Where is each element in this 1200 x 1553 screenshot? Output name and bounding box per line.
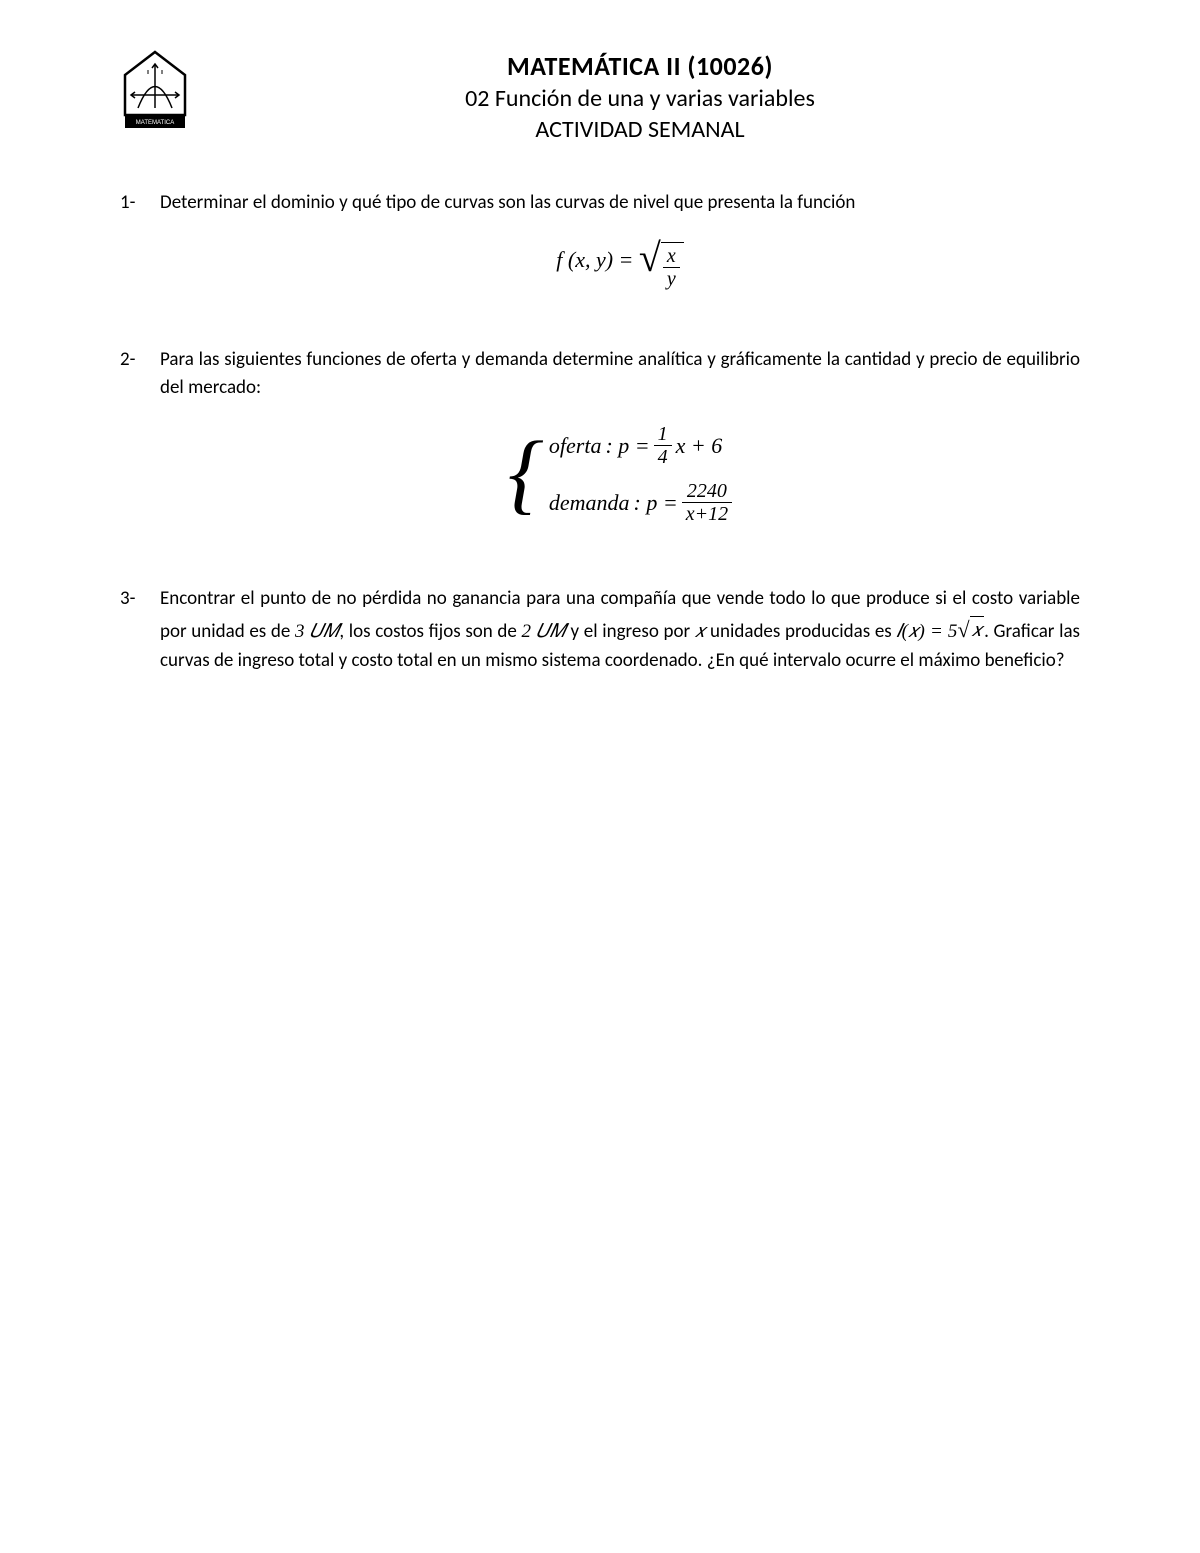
problem-3: 3- Encontrar el punto de no pérdida no g… [120, 585, 1080, 676]
formula-2: { oferta : p = 1 4 x + 6 demanda [160, 423, 1080, 525]
inline-sqrt: √𝑥 [957, 613, 984, 647]
problem-number: 3- [120, 585, 160, 676]
equation-system: { oferta : p = 1 4 x + 6 demanda [508, 423, 732, 525]
sqrt-sign-icon: √ [639, 240, 661, 276]
supply-equation: oferta : p = 1 4 x + 6 [549, 423, 732, 468]
document-header: MATEMATICA MATEMÁTICA II (10026) 02 Func… [120, 50, 1080, 144]
text-part: unidades producidas es [705, 620, 896, 643]
value-2: 2 𝑈𝑀 [522, 621, 566, 642]
sqrt-content: x y [661, 242, 684, 290]
income-function: 𝐼(𝑥) = 5√𝑥 [896, 621, 984, 642]
fraction-denominator: 4 [654, 445, 672, 468]
eq-rhs: x + 6 [676, 429, 723, 462]
fraction-numerator: 2240 [683, 480, 731, 502]
problem-body: Encontrar el punto de no pérdida no gana… [160, 585, 1080, 676]
fraction: 1 4 [654, 423, 672, 468]
fraction-numerator: x [663, 245, 680, 267]
system-lines: oferta : p = 1 4 x + 6 demanda : p = [549, 423, 732, 525]
sqrt-sign-icon: √ [957, 613, 969, 646]
eq-lhs: : p = [605, 429, 649, 462]
value-1: 3 𝑈𝑀 [295, 621, 339, 642]
fraction: 2240 x+12 [682, 480, 732, 525]
left-brace-icon: { [508, 438, 544, 510]
supply-label: oferta [549, 429, 602, 462]
problems-list: 1- Determinar el dominio y qué tipo de c… [120, 189, 1080, 675]
problem-number: 1- [120, 189, 160, 316]
sqrt-content: 𝑥 [970, 616, 985, 646]
fraction: x y [663, 245, 680, 290]
problem-2: 2- Para las siguientes funciones de ofer… [120, 346, 1080, 555]
problem-body: Para las siguientes funciones de oferta … [160, 346, 1080, 555]
sqrt-expression: √ x y [639, 238, 684, 286]
fraction-numerator: 1 [654, 423, 672, 445]
fraction-denominator: x+12 [682, 502, 732, 525]
problem-number: 2- [120, 346, 160, 555]
demand-equation: demanda : p = 2240 x+12 [549, 480, 732, 525]
fraction-denominator: y [663, 267, 680, 290]
variable-x: 𝑥 [695, 621, 706, 642]
formula-lhs: f (x, y) = [556, 247, 633, 272]
activity-label: ACTIVIDAD SEMANAL [200, 115, 1080, 144]
course-title: MATEMÁTICA II (10026) [200, 50, 1080, 82]
problem-body: Determinar el dominio y qué tipo de curv… [160, 189, 1080, 316]
problem-text: Para las siguientes funciones de oferta … [160, 348, 1080, 400]
eq-lhs: : p = [634, 486, 678, 519]
title-block: MATEMÁTICA II (10026) 02 Función de una … [200, 50, 1080, 144]
math-logo-icon: MATEMATICA [120, 50, 190, 130]
formula-1: f (x, y) = √ x y [160, 238, 1080, 286]
topic-subtitle: 02 Función de una y varias variables [200, 84, 1080, 113]
logo-container: MATEMATICA [120, 50, 200, 135]
problem-text: Determinar el dominio y qué tipo de curv… [160, 191, 855, 214]
text-part: y el ingreso por [566, 620, 695, 643]
func-lhs: 𝐼(𝑥) = 5 [896, 621, 957, 642]
text-part: , los costos fijos son de [339, 620, 521, 643]
logo-label: MATEMATICA [136, 120, 174, 126]
demand-label: demanda [549, 486, 630, 519]
problem-1: 1- Determinar el dominio y qué tipo de c… [120, 189, 1080, 316]
